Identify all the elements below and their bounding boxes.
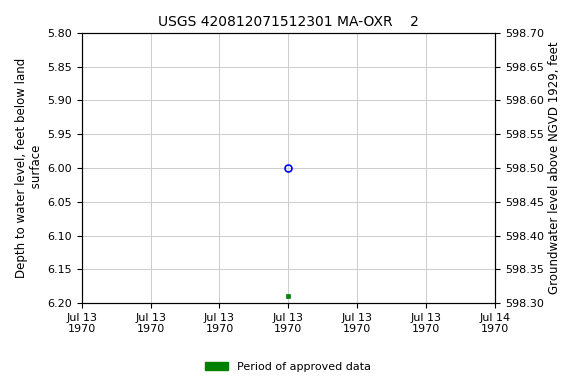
Legend: Period of approved data: Period of approved data [201, 358, 375, 377]
Title: USGS 420812071512301 MA-OXR    2: USGS 420812071512301 MA-OXR 2 [158, 15, 419, 29]
Y-axis label: Groundwater level above NGVD 1929, feet: Groundwater level above NGVD 1929, feet [548, 42, 561, 295]
Y-axis label: Depth to water level, feet below land
 surface: Depth to water level, feet below land su… [15, 58, 43, 278]
